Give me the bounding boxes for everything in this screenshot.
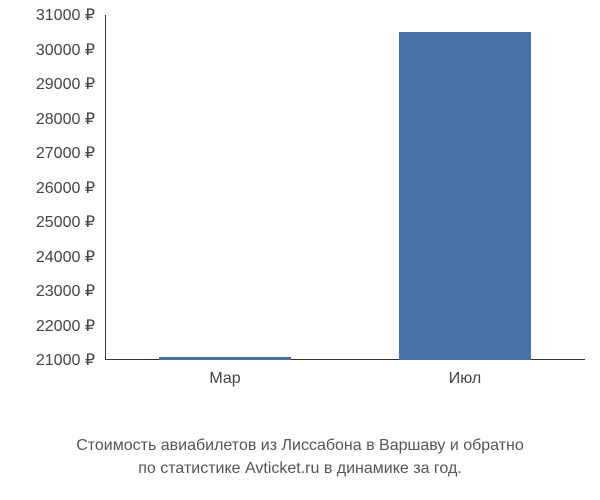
y-tick-label: 22000 ₽ [36, 316, 95, 336]
y-axis: 21000 ₽22000 ₽23000 ₽24000 ₽25000 ₽26000… [10, 10, 100, 365]
y-tick-label: 29000 ₽ [36, 74, 95, 94]
x-axis: Мар Июл [105, 365, 585, 395]
y-tick-label: 23000 ₽ [36, 281, 95, 301]
y-tick-label: 28000 ₽ [36, 109, 95, 129]
x-tick-label: Мар [209, 370, 240, 388]
y-tick-label: 27000 ₽ [36, 143, 95, 163]
y-tick-label: 24000 ₽ [36, 247, 95, 267]
y-tick-label: 30000 ₽ [36, 40, 95, 60]
y-axis-line [105, 15, 106, 360]
caption-line-1: Стоимость авиабилетов из Лиссабона в Вар… [20, 435, 580, 457]
y-tick-label: 26000 ₽ [36, 178, 95, 198]
chart-caption: Стоимость авиабилетов из Лиссабона в Вар… [0, 435, 600, 480]
bar [159, 357, 291, 360]
y-tick-label: 31000 ₽ [36, 5, 95, 25]
y-tick-label: 25000 ₽ [36, 212, 95, 232]
x-tick-label: Июл [449, 370, 481, 388]
caption-line-2: по статистике Avticket.ru в динамике за … [20, 458, 580, 480]
plot-area [105, 15, 585, 360]
y-tick-label: 21000 ₽ [36, 350, 95, 370]
price-chart: 21000 ₽ 22000 ₽ 23000 ₽ 24000 ₽ 25000 ₽ 26000… [10, 10, 590, 430]
bar [399, 32, 531, 360]
